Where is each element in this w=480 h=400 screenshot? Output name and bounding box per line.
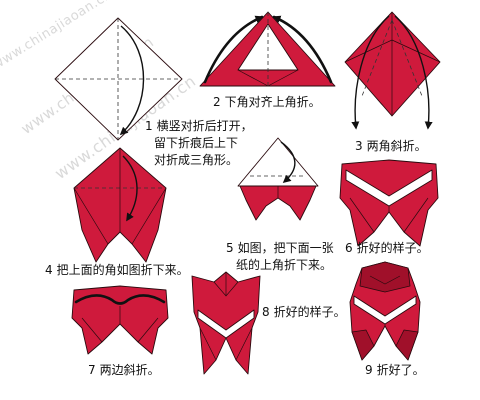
fold-arrow [280,141,296,184]
step-6-label: 6 折好的样子。 [345,240,429,257]
layer-edge [81,317,103,343]
left-fold-arrow [203,15,264,84]
fold-arrow [119,25,145,136]
layer-edge [235,327,253,361]
right-fold-arrow [394,15,433,130]
layer-edge [199,327,217,361]
step-number: 3 [355,139,363,153]
left-fold-arrow [351,15,390,130]
step-text: 横竖对折后打开， [156,119,253,133]
fold-line [267,69,299,87]
white-chevron [345,169,433,207]
step-6-diagram [339,159,439,247]
layer-edge [73,187,109,245]
layer-edge [349,197,375,233]
step-number: 9 [365,363,373,377]
white-chevron [197,309,255,339]
step-5-diagram [237,137,319,221]
cicada-head [359,261,411,293]
fold-guide-curve [74,294,166,305]
layer-edge [137,317,159,343]
step-7-diagram [71,285,169,355]
step-text: 把上面的角如图折下来。 [56,263,189,277]
step-8-label: 8 折好的样子。 [262,304,346,321]
step-text: 下角对齐上角折。 [224,95,321,109]
step-9-label: 9 折好了。 [365,362,425,379]
fold-line [391,39,441,63]
step-9-diagram [349,261,421,361]
step-number: 5 [226,241,234,255]
left-wing-shade [351,329,375,361]
step-1-label: 1 横竖对折后打开， 留下折痕后上下 对折成三角形。 [145,118,253,169]
step-text: 折好了。 [376,363,425,377]
head-fold-line [369,275,401,285]
step-2-diagram [199,11,336,87]
diamond-paper [344,11,441,117]
layer-edge [131,187,167,245]
step-number: 1 [145,119,153,133]
step-8-diagram [191,271,261,375]
step-3-label: 3 两角斜折。 [355,138,427,155]
folded-paper [191,271,261,375]
step-1-diagram [54,17,183,141]
step-4-diagram [73,147,167,263]
step-label-line: 留下折痕后上下 [154,136,239,150]
step-label-line: 5 如图，把下面一张 [226,240,334,257]
white-chevron [353,295,417,325]
fold-arrow [122,155,138,222]
step-text: 两角斜折。 [366,139,427,153]
step-5-label: 5 如图，把下面一张 纸的上角折下来。 [226,240,334,274]
step-text: 如图，把下面一张 [237,241,334,255]
step-number: 6 [345,241,353,255]
step-label-line: 1 横竖对折后打开， [145,118,253,135]
step-number: 8 [262,305,270,319]
fold-line [344,39,393,63]
step-text: 折好的样子。 [273,305,346,319]
layer-edge [403,197,429,233]
lower-red-layer [239,185,317,221]
step-text: 折好的样子。 [356,241,429,255]
step-7-label: 7 两边斜折。 [88,362,160,379]
step-number: 4 [45,263,53,277]
step-4-label: 4 把上面的角如图折下来。 [45,262,189,279]
fold-line [237,69,269,87]
step-number: 2 [213,95,221,109]
step-text: 两边斜折。 [99,363,160,377]
step-label-line: 纸的上角折下来。 [236,258,333,272]
step-3-diagram [344,11,441,130]
step-number: 7 [88,363,96,377]
step-2-label: 2 下角对齐上角折。 [213,94,321,111]
right-fold-arrow [272,15,333,84]
step-label-line: 对折成三角形。 [154,153,239,167]
right-wing-shade [395,329,419,361]
